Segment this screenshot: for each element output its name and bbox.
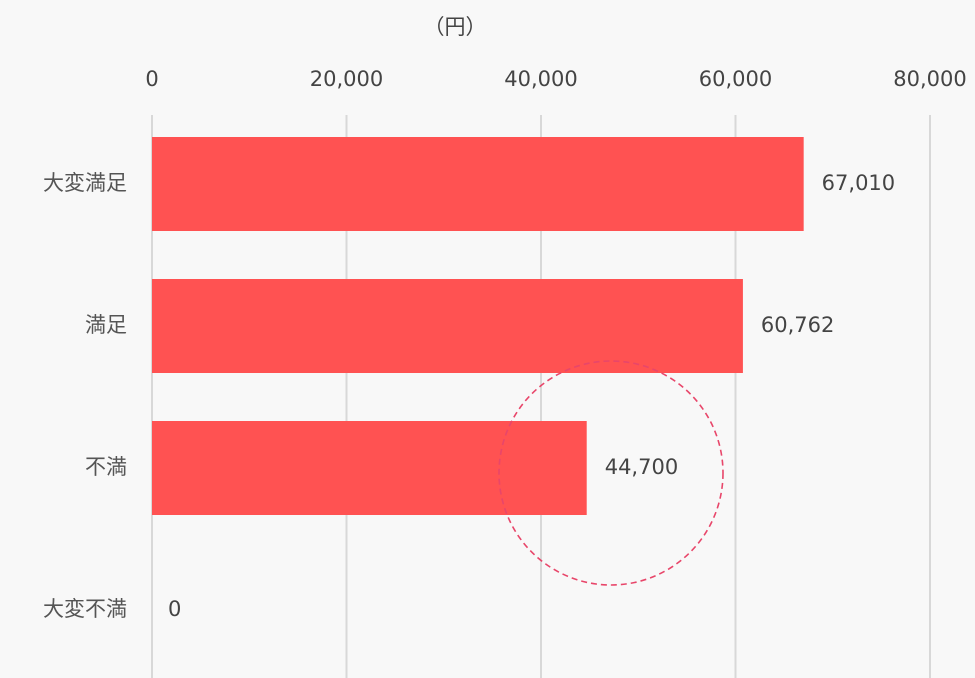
x-tick-label: 0 bbox=[145, 67, 158, 91]
y-tick-label: 満足 bbox=[85, 313, 127, 337]
x-tick-label: 20,000 bbox=[310, 67, 383, 91]
highlight-circle bbox=[498, 360, 724, 586]
x-tick-label: 80,000 bbox=[893, 67, 966, 91]
y-tick-label: 大変満足 bbox=[43, 171, 127, 195]
y-tick-label: 大変不満 bbox=[43, 597, 127, 621]
bar bbox=[152, 279, 743, 373]
axis-unit: （円） bbox=[424, 15, 487, 39]
value-label: 0 bbox=[168, 597, 181, 621]
value-label: 67,010 bbox=[822, 171, 895, 195]
value-label: 60,762 bbox=[761, 313, 834, 337]
value-label: 44,700 bbox=[605, 455, 678, 479]
bar bbox=[152, 421, 587, 515]
bar bbox=[152, 137, 804, 231]
x-tick-label: 60,000 bbox=[699, 67, 772, 91]
y-tick-label: 不満 bbox=[85, 455, 127, 479]
bars: 大変満足 67,010 満足 60,762 不満 44,700 大変不満 0 bbox=[43, 137, 895, 621]
x-tick-label: 40,000 bbox=[504, 67, 577, 91]
